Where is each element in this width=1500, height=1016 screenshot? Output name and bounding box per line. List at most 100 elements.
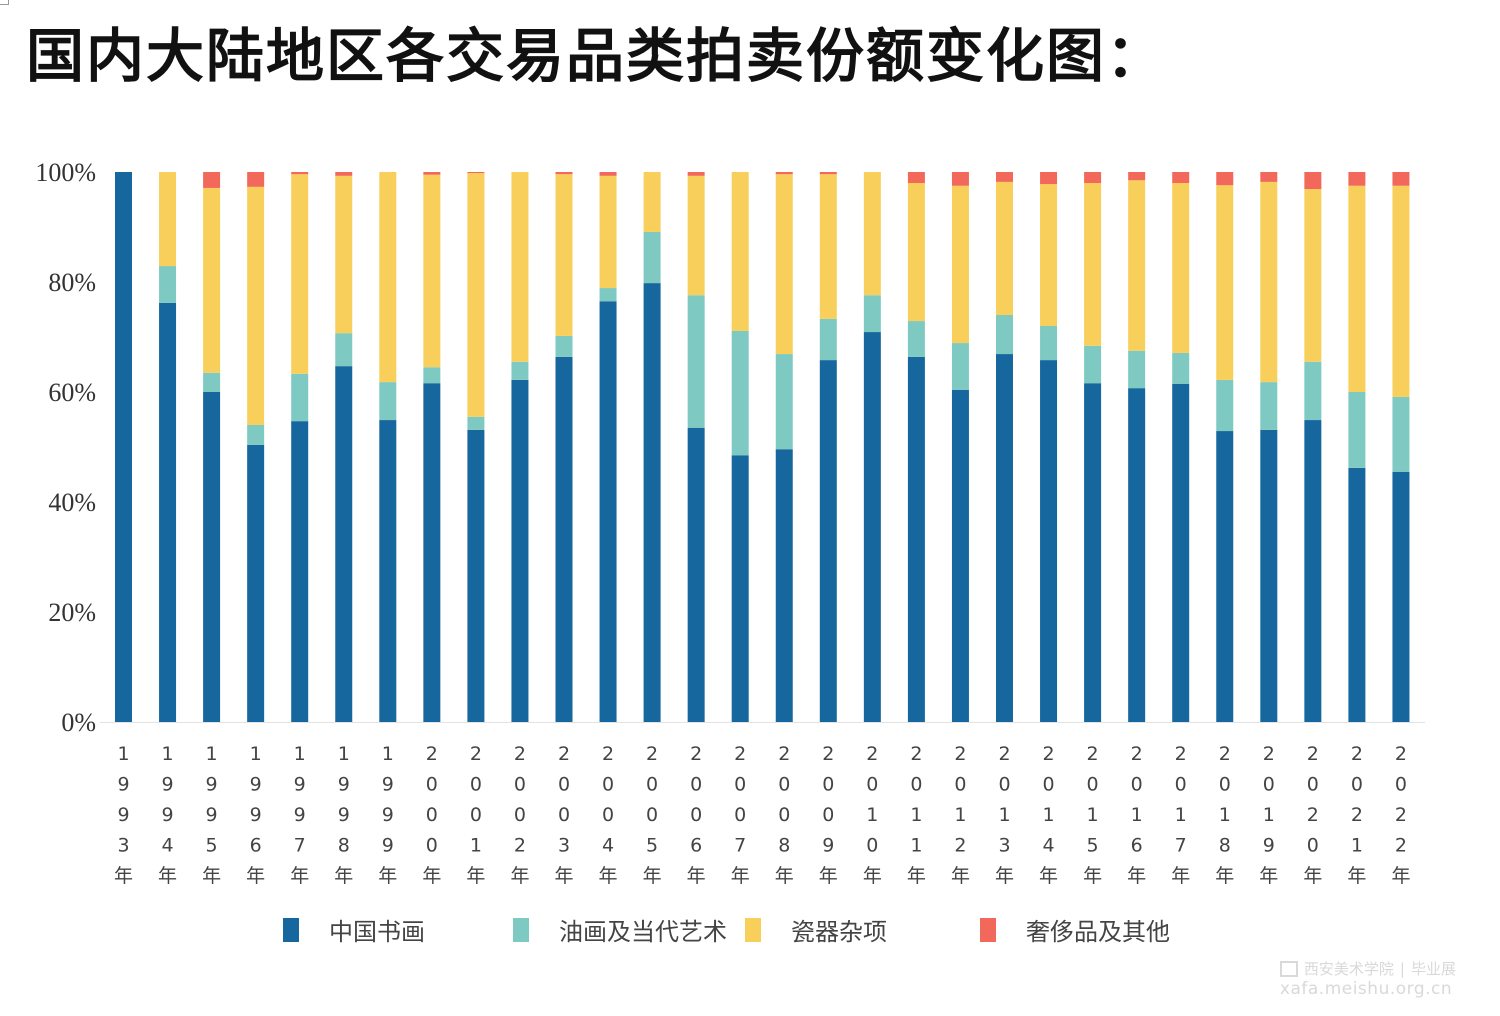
bar-segment bbox=[907, 356, 925, 722]
bar-segment bbox=[1304, 172, 1322, 190]
bar-segment bbox=[599, 288, 617, 302]
bar-segment bbox=[599, 301, 617, 722]
bar-stack bbox=[819, 172, 837, 722]
bar-segment bbox=[467, 173, 485, 417]
bar-segment bbox=[247, 425, 265, 445]
bar-segment bbox=[467, 416, 485, 430]
watermark-line1: 西安美术学院 | 毕业展 bbox=[1279, 958, 1456, 979]
watermark-divider: | bbox=[1399, 959, 1405, 978]
watermark-school: 西安美术学院 bbox=[1303, 960, 1394, 978]
bar-segment bbox=[731, 455, 749, 722]
x-axis: 1 9 9 3 年 1 9 9 4 年 1 9 9 5 年 1 9 9 6 年 1 9 9 7 年 1 9 9 8 年 1 9 9 9 年 2 0 0 0 年… bbox=[114, 743, 1410, 887]
bar-segment bbox=[819, 172, 837, 175]
bar-segment bbox=[555, 356, 573, 722]
bar-segment bbox=[687, 175, 705, 296]
bar-segment bbox=[1216, 185, 1234, 380]
bar-segment bbox=[1392, 185, 1410, 397]
bar-segment bbox=[203, 187, 221, 373]
bar-segment bbox=[951, 172, 969, 186]
bar-stack bbox=[907, 172, 925, 722]
y-axis: 0% 20% 40% 60% 80% 100% bbox=[35, 158, 96, 737]
bar-stack bbox=[115, 172, 132, 722]
bar-segment bbox=[1348, 392, 1366, 468]
bar-segment bbox=[731, 330, 749, 456]
bar-segment bbox=[555, 174, 573, 336]
corner-mark bbox=[0, 0, 9, 5]
bar-segment bbox=[159, 302, 177, 722]
y-tick-label: 100% bbox=[35, 158, 96, 187]
bar-segment bbox=[775, 172, 793, 175]
bar-segment bbox=[379, 420, 397, 722]
legend-label: 油画及当代艺术 bbox=[559, 918, 727, 946]
bar-segment bbox=[643, 172, 661, 232]
bar-segment bbox=[643, 231, 661, 284]
bar-segment bbox=[951, 389, 969, 722]
bar-stack bbox=[203, 172, 221, 722]
bar-segment bbox=[291, 174, 309, 374]
bar-segment bbox=[511, 361, 529, 380]
bar-segment bbox=[203, 392, 221, 722]
bar-segment bbox=[1128, 180, 1146, 351]
bar-segment bbox=[775, 449, 793, 722]
legend-label: 奢侈品及其他 bbox=[1026, 918, 1170, 946]
bar-segment bbox=[996, 315, 1013, 355]
bar-stack bbox=[996, 172, 1013, 722]
bar-segment bbox=[1216, 172, 1234, 186]
bar-segment bbox=[643, 283, 661, 722]
y-tick-label: 0% bbox=[61, 708, 96, 737]
bar-stack bbox=[335, 172, 353, 722]
watermark: 西安美术学院 | 毕业展 xafa.meishu.org.cn bbox=[1279, 958, 1456, 999]
bar-stack bbox=[1172, 172, 1190, 722]
y-tick-label: 80% bbox=[48, 268, 96, 297]
bar-segment bbox=[1216, 379, 1234, 432]
bar-segment bbox=[1084, 383, 1102, 722]
bar-segment bbox=[203, 372, 221, 392]
bar-segment bbox=[996, 172, 1013, 182]
bar-segment bbox=[687, 295, 705, 428]
bar-segment bbox=[1216, 431, 1234, 722]
legend-label: 瓷器杂项 bbox=[791, 918, 887, 946]
watermark-event: 毕业展 bbox=[1410, 960, 1456, 978]
bar-segment bbox=[335, 175, 353, 334]
bar-segment bbox=[819, 318, 837, 361]
bar-segment bbox=[1084, 345, 1102, 384]
bar-stack bbox=[247, 172, 265, 722]
bar-stack bbox=[379, 172, 397, 722]
bar-segment bbox=[863, 295, 881, 333]
bar-segment bbox=[996, 181, 1013, 315]
bar-stack bbox=[423, 172, 441, 722]
seal-icon bbox=[1279, 960, 1298, 977]
bar-segment bbox=[907, 172, 925, 183]
bar-stack bbox=[1304, 172, 1322, 722]
bar-segment bbox=[467, 429, 485, 722]
bar-segment bbox=[863, 172, 881, 296]
bar-stack bbox=[1128, 172, 1146, 722]
bar-segment bbox=[423, 367, 441, 384]
bar-segment bbox=[1304, 361, 1322, 421]
bar-stack bbox=[599, 172, 617, 722]
legend-swatch bbox=[283, 917, 299, 942]
bar-segment bbox=[1260, 429, 1278, 722]
bar-segment bbox=[291, 421, 309, 722]
bar-segment bbox=[687, 172, 705, 176]
bar-segment bbox=[423, 172, 441, 175]
bar-segment bbox=[819, 174, 837, 319]
bar-segment bbox=[1084, 183, 1102, 346]
legend-swatch bbox=[980, 917, 996, 942]
bar-stack bbox=[1040, 172, 1058, 722]
bar-segment bbox=[1172, 383, 1190, 722]
